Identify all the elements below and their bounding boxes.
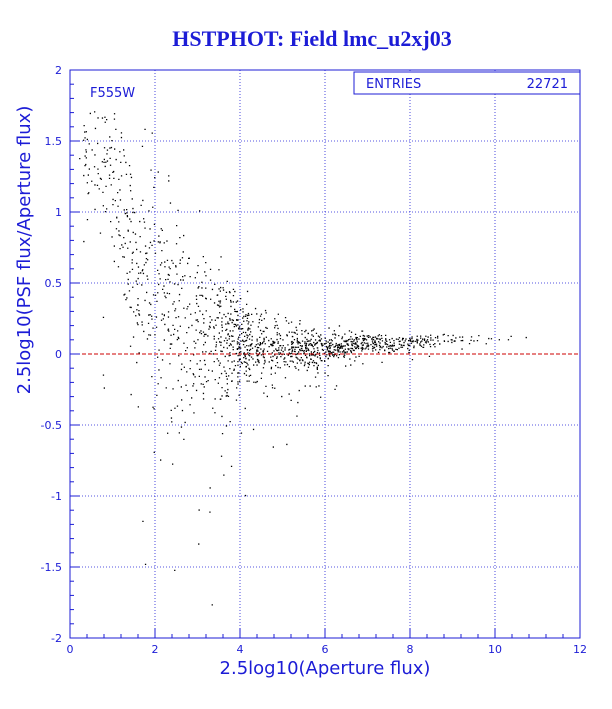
x-axis-ticks: 0 2 4 6 8 10 12: [67, 628, 587, 656]
x-tick-label: 6: [322, 643, 329, 656]
y-tick-label: -0.5: [41, 419, 62, 432]
stats-value: 22721: [527, 77, 568, 92]
stats-box: ENTRIES 22721: [353, 71, 581, 95]
x-tick-label: 12: [573, 643, 587, 656]
x-tick-label: 0: [67, 643, 74, 656]
y-tick-label: -1: [51, 490, 62, 503]
x-tick-label: 10: [488, 643, 502, 656]
y-tick-label: 0.5: [45, 277, 63, 290]
y-tick-label: 2: [55, 64, 62, 77]
y-tick-label: 0: [55, 348, 62, 361]
x-tick-label: 2: [152, 643, 159, 656]
y-tick-label: 1: [55, 206, 62, 219]
stats-label: ENTRIES: [366, 77, 421, 92]
y-axis-ticks: -2 -1.5 -1 -0.5 0 0.5 1 1.5 2: [41, 64, 80, 645]
x-axis-label: 2.5log10(Aperture flux): [220, 658, 431, 679]
x-tick-label: 4: [237, 643, 244, 656]
y-tick-label: -1.5: [41, 561, 62, 574]
data-points: [79, 111, 527, 606]
x-tick-label: 8: [407, 643, 414, 656]
scatter-points: [79, 111, 527, 606]
y-tick-label: 1.5: [45, 135, 63, 148]
y-axis-label: 2.5log10(PSF flux/Aperture flux): [14, 106, 35, 395]
filter-label: F555W: [90, 86, 135, 101]
chart-title: HSTPHOT: Field lmc_u2xj03: [172, 26, 451, 51]
y-tick-label: -2: [51, 632, 62, 645]
